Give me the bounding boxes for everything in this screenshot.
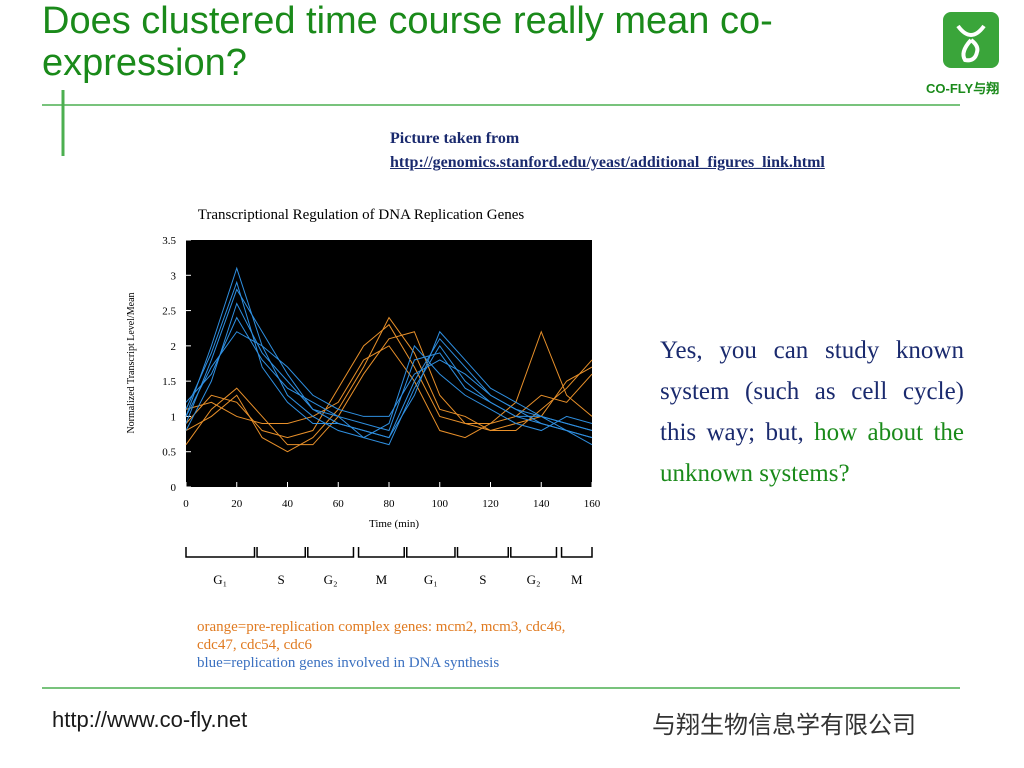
series-line	[185, 316, 593, 432]
phase-bracket	[560, 547, 593, 558]
series-line	[185, 331, 593, 446]
y-tick-label: 2.5	[162, 306, 176, 318]
x-tick-label: 80	[384, 498, 396, 510]
footer-url: http://www.co-fly.net	[52, 707, 248, 732]
x-tick-label: 40	[282, 498, 294, 510]
x-tick-label: 60	[333, 498, 345, 510]
x-tick-label: 160	[584, 498, 601, 510]
y-tick-label: 0.5	[162, 447, 176, 459]
series-line	[185, 302, 593, 439]
series-line	[185, 331, 593, 439]
x-tick-label: 100	[432, 498, 449, 510]
note-orange: orange=pre-replication complex genes: mc…	[197, 619, 566, 653]
phase-label: M	[376, 572, 388, 587]
phase-bracket	[406, 547, 456, 558]
series-line	[185, 316, 593, 453]
phase-label: G₂	[527, 572, 541, 587]
series-line	[185, 266, 593, 446]
y-tick-label: 1	[171, 411, 177, 423]
x-tick-label: 20	[231, 498, 243, 510]
y-tick-label: 3.5	[162, 235, 176, 247]
series-line	[185, 280, 593, 439]
x-tick-label: 0	[183, 498, 189, 510]
phase-label: M	[571, 572, 583, 587]
phase-bracket	[456, 547, 510, 558]
series-line	[185, 330, 593, 439]
y-axis-label: Normalized Transcript Level/Mean	[126, 292, 137, 433]
x-tick-label: 140	[533, 498, 550, 510]
y-tick-label: 1.5	[162, 376, 176, 388]
note-blue: blue=replication genes involved in DNA s…	[197, 655, 500, 671]
slide-title: Does clustered time course really mean c…	[42, 0, 773, 84]
phase-label: S	[479, 572, 486, 587]
phase-label: G₁	[213, 572, 227, 587]
phase-bracket	[307, 547, 355, 558]
phase-bracket	[357, 547, 405, 558]
phase-label: G₁	[424, 572, 438, 587]
y-tick-label: 2	[171, 341, 177, 353]
logo-mark	[956, 24, 986, 63]
phase-label: S	[278, 572, 285, 587]
footer-company: 与翔生物信息学有限公司	[652, 711, 916, 739]
source-label: Picture taken from	[390, 130, 520, 147]
phase-bracket	[256, 547, 307, 558]
body-highlight: how about the unknown systems?	[660, 419, 965, 487]
phase-bracket	[185, 547, 256, 558]
body-text: Yes, you can study known system (such as…	[660, 330, 964, 494]
chart-title: Transcriptional Regulation of DNA Replic…	[198, 207, 525, 223]
source: Picture taken from http://genomics.stanf…	[390, 127, 825, 175]
y-tick-label: 3	[171, 270, 177, 282]
x-tick-label: 120	[482, 498, 499, 510]
phase-label: G₂	[324, 572, 338, 587]
logo-text: CO-FLY与翔	[926, 81, 1000, 96]
phase-bracket	[510, 547, 558, 558]
body-main: Yes, you can study known system (such as…	[660, 337, 964, 446]
chart-notes: orange=pre-replication complex genes: mc…	[197, 618, 577, 672]
source-link[interactable]: http://genomics.stanford.edu/yeast/addit…	[390, 154, 825, 171]
plot-area	[186, 240, 592, 487]
y-tick-label: 0	[171, 482, 177, 494]
x-axis-label: Time (min)	[369, 518, 419, 530]
